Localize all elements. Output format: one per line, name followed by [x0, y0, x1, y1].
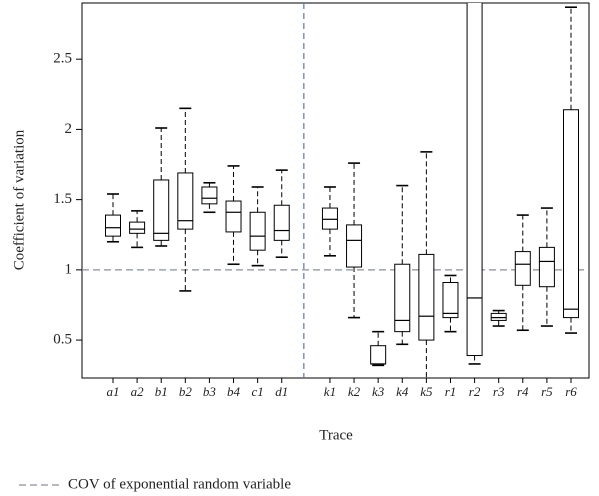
- box: [129, 221, 146, 234]
- x-tick-label: k2: [348, 384, 361, 399]
- x-tick-label: r6: [565, 384, 577, 399]
- box: [225, 200, 242, 233]
- y-tick-label: 2.5: [53, 51, 72, 67]
- box: [466, 3, 483, 357]
- y-tick-label: 1.5: [53, 191, 72, 207]
- x-tick-label: r5: [541, 384, 553, 399]
- x-tick-label: b1: [155, 384, 168, 399]
- x-tick-label: k4: [396, 384, 409, 399]
- y-tick-label: 2: [65, 121, 73, 137]
- box: [346, 224, 363, 268]
- box: [563, 109, 579, 319]
- box: [321, 207, 338, 230]
- y-tick-label: 0.5: [53, 332, 72, 348]
- x-axis-title: Trace: [319, 427, 353, 443]
- x-tick-label: b2: [179, 384, 193, 399]
- box: [442, 281, 459, 319]
- box: [538, 246, 555, 288]
- x-tick-label: b4: [227, 384, 241, 399]
- x-tick-label: r3: [493, 384, 505, 399]
- x-tick-label: d1: [275, 384, 288, 399]
- box: [514, 251, 531, 286]
- plot-area: [82, 3, 589, 378]
- box: [177, 172, 194, 230]
- box: [273, 204, 290, 241]
- x-tick-label: k5: [420, 384, 433, 399]
- legend-label: COV of exponential random variable: [68, 476, 291, 492]
- box: [105, 214, 121, 237]
- x-tick-label: a2: [131, 384, 145, 399]
- x-tick-label: b3: [203, 384, 217, 399]
- box: [370, 345, 387, 365]
- box: [418, 253, 435, 341]
- x-tick-label: k1: [324, 384, 336, 399]
- y-tick-label: 1: [65, 261, 73, 277]
- plot-frame: [81, 2, 590, 379]
- box: [201, 186, 218, 205]
- box: [153, 179, 170, 241]
- x-tick-label: r2: [469, 384, 481, 399]
- x-tick-label: c1: [251, 384, 263, 399]
- x-tick-label: a1: [107, 384, 120, 399]
- x-tick-label: r1: [445, 384, 457, 399]
- box: [490, 312, 507, 321]
- box: [394, 263, 411, 333]
- x-tick-label: r4: [517, 384, 529, 399]
- x-tick-label: k3: [372, 384, 385, 399]
- box: [249, 211, 266, 251]
- y-axis-title: Coefficient of variation: [11, 129, 27, 270]
